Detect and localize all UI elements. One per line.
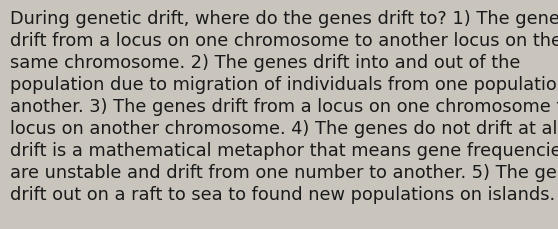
Text: During genetic drift, where do the genes drift to? 1) The genes
drift from a loc: During genetic drift, where do the genes… xyxy=(10,10,558,203)
